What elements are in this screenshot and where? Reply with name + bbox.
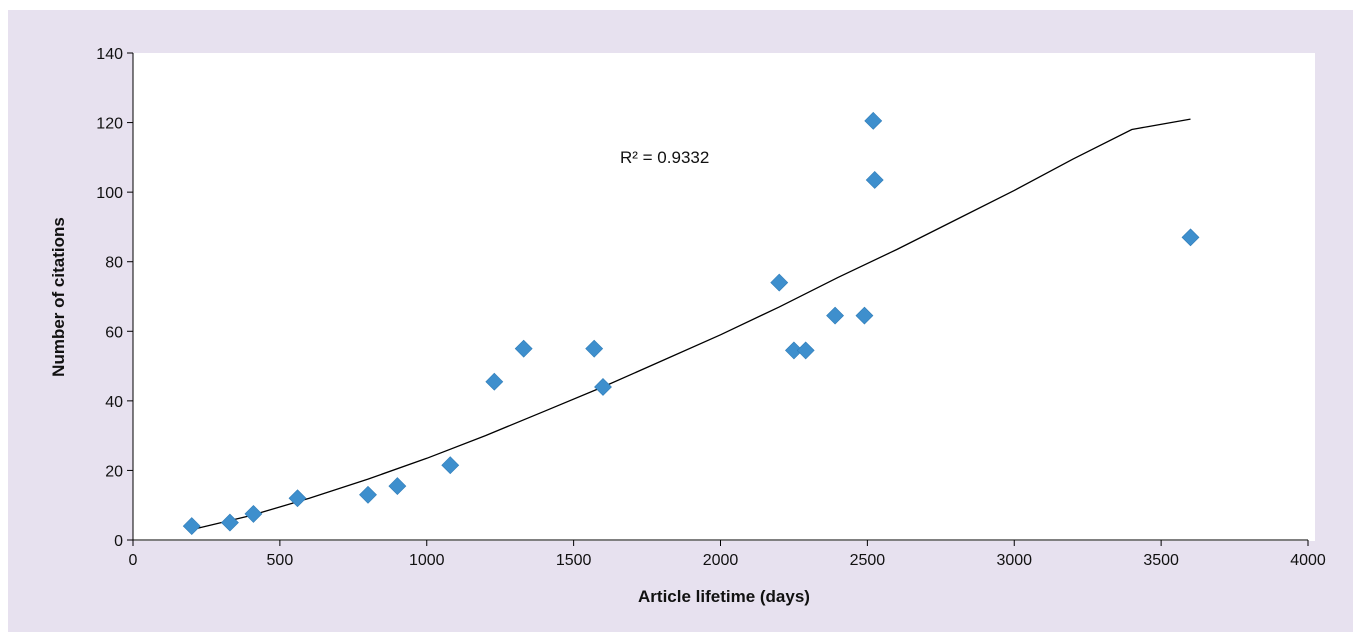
- y-tick-label: 120: [96, 116, 123, 133]
- axes: 0 20 40 60 80 100 120 140 0 500 1000 1500 2000 2500 30…: [96, 46, 1326, 569]
- y-tick-label: 0: [114, 533, 123, 550]
- data-point: [514, 339, 533, 358]
- y-tick-label: 20: [105, 463, 123, 480]
- y-tick-label: 60: [105, 324, 123, 341]
- y-tick-label: 100: [96, 185, 123, 202]
- data-point: [244, 504, 263, 523]
- trendline-layer: [191, 118, 1191, 531]
- scatter-chart: 0 20 40 60 80 100 120 140 0 500 1000 1500 2000 2500 30…: [49, 46, 1326, 606]
- x-axis-title: Article lifetime (days): [638, 587, 810, 606]
- r-squared-annotation: R² = 0.9332: [620, 148, 709, 167]
- data-point: [594, 378, 612, 396]
- data-point: [288, 489, 307, 508]
- data-point: [865, 171, 884, 189]
- x-tick-label: 0: [129, 552, 138, 569]
- data-point: [864, 111, 883, 130]
- data-point: [796, 341, 815, 360]
- plot-area: [133, 53, 1315, 541]
- data-point: [359, 485, 377, 504]
- y-axis-title: Number of citations: [49, 217, 68, 377]
- y-tick-label: 80: [105, 255, 123, 272]
- x-tick-label: 4000: [1290, 552, 1326, 569]
- x-tick-label: 1500: [556, 552, 592, 569]
- x-tick-label: 1000: [409, 552, 445, 569]
- data-point: [388, 477, 407, 496]
- data-point: [1181, 228, 1200, 247]
- data-point: [826, 306, 844, 325]
- trendline: [191, 118, 1191, 531]
- y-tick-label: 40: [105, 394, 123, 411]
- y-tick-label: 140: [96, 46, 123, 63]
- data-point: [855, 306, 874, 325]
- data-point: [221, 513, 239, 532]
- data-points: [182, 111, 1200, 536]
- data-point: [441, 456, 460, 475]
- chart-frame: 0 20 40 60 80 100 120 140 0 500 1000 1500 2000 2500 30…: [8, 10, 1353, 632]
- data-point: [485, 372, 504, 391]
- data-point: [770, 273, 789, 292]
- x-tick-label: 2500: [850, 552, 886, 569]
- x-tick-label: 3000: [996, 552, 1032, 569]
- data-point: [182, 517, 201, 536]
- x-tick-label: 500: [267, 552, 294, 569]
- data-point: [585, 339, 604, 358]
- x-tick-label: 2000: [703, 552, 739, 569]
- x-tick-label: 3500: [1143, 552, 1179, 569]
